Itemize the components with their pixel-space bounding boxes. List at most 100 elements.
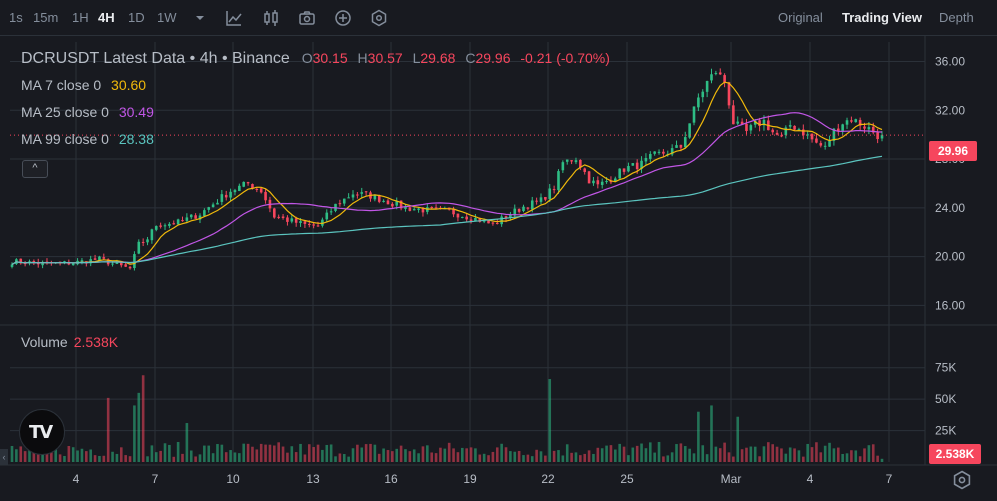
candle-body (303, 221, 307, 224)
candle-body (740, 121, 744, 125)
candle-body (565, 159, 569, 162)
volume-bar (732, 456, 735, 462)
high-label: H (357, 50, 368, 66)
candle-body (679, 144, 683, 148)
candle-body (102, 257, 106, 259)
chevron-down-icon[interactable] (190, 8, 210, 28)
volume-bar (592, 453, 595, 462)
volume-bar (793, 448, 796, 462)
timeframe-1s[interactable]: 1s (9, 10, 23, 25)
settings-hex-icon[interactable] (369, 8, 389, 28)
volume-bar (452, 448, 455, 462)
volume-bar (220, 444, 224, 462)
time-tick-label: 19 (463, 472, 477, 486)
tradingview-logo[interactable]: TV (19, 409, 65, 455)
candle-body (605, 181, 608, 183)
volume-bar (683, 446, 687, 462)
volume-bar (679, 443, 683, 462)
close-label: C (465, 50, 476, 66)
volume-bar (246, 443, 250, 462)
candle-body (635, 162, 639, 170)
candle-body (474, 217, 477, 222)
candle-body (224, 194, 228, 198)
timeframe-1h[interactable]: 1H (72, 10, 89, 25)
timeframe-15m[interactable]: 15m (33, 10, 59, 25)
candle-body (216, 202, 219, 205)
candle-body (412, 209, 416, 211)
legend-collapse-button[interactable]: ^ (22, 160, 48, 178)
volume-bar (264, 444, 267, 462)
indicator-icon[interactable] (224, 8, 244, 28)
timeframe-4h[interactable]: 4H (98, 10, 115, 25)
volume-bar (399, 445, 403, 462)
candle-body (662, 151, 665, 154)
volume-bar (211, 453, 215, 462)
candle-body (841, 124, 844, 132)
volume-bar (740, 449, 744, 462)
ma25-line (11, 112, 883, 266)
candle-body (648, 154, 652, 159)
candle-body (10, 264, 14, 267)
volume-bar (491, 451, 495, 462)
volume-bar (85, 451, 88, 462)
view-original[interactable]: Original (778, 10, 823, 25)
candle-body (469, 219, 473, 222)
candle-body (386, 200, 390, 205)
volume-bar (71, 447, 75, 462)
camera-icon[interactable] (297, 8, 317, 28)
candlestick-chart[interactable]: 36.0032.0028.0024.0020.0016.0075K50K25K4… (0, 36, 997, 501)
candle-body (583, 168, 587, 172)
candle-body (880, 135, 884, 139)
volume-bar (692, 453, 696, 462)
low-label: L (412, 50, 421, 66)
volume-bar (469, 447, 473, 462)
volume-bar (614, 449, 617, 462)
candle-body (500, 216, 503, 225)
volume-bar (675, 444, 678, 462)
volume-bar (828, 442, 831, 462)
candle-body (163, 225, 167, 227)
candle-body (618, 168, 621, 179)
volume-bar (688, 448, 691, 462)
candle-body (189, 214, 193, 218)
view-trading-view[interactable]: Trading View (842, 10, 922, 25)
volume-bar (356, 444, 359, 462)
timeframe-1d[interactable]: 1D (128, 10, 145, 25)
volume-bar (784, 453, 788, 462)
volume-bar (771, 444, 775, 462)
candle-body (465, 216, 468, 220)
candle-body (828, 140, 831, 147)
volume-bar (233, 452, 237, 462)
candle-body (286, 217, 289, 222)
candle-body (627, 166, 630, 172)
chart-settings-icon[interactable] (951, 469, 973, 491)
symbol-title: DCRUSDT Latest Data • 4h • Binance (21, 50, 290, 67)
candle-body (587, 171, 591, 184)
candle-body (780, 135, 783, 137)
candle-body (128, 266, 132, 269)
volume-label: Volume (21, 334, 68, 350)
time-tick-label: 7 (152, 472, 159, 486)
volume-bar (198, 454, 202, 462)
candle-body (168, 223, 171, 226)
volume-tick-label: 50K (935, 392, 956, 406)
candle-body (382, 200, 385, 202)
volume-bar (605, 445, 608, 462)
view-depth[interactable]: Depth (939, 10, 974, 25)
scroll-left-button[interactable]: ‹ (0, 449, 8, 465)
volume-bar (775, 446, 779, 462)
volume-bar (863, 448, 866, 462)
candle-body (548, 188, 552, 199)
candle-body (823, 145, 827, 147)
legend-ma99: MA 99 close 0 28.38 (21, 131, 154, 147)
volume-bar (146, 456, 149, 462)
candle-body (539, 197, 543, 202)
volume-bar (871, 444, 875, 462)
volume-bar (644, 448, 648, 462)
add-indicator-icon[interactable] (333, 8, 353, 28)
candle-body (146, 239, 149, 243)
volume-bar (653, 452, 656, 462)
candle-body (364, 191, 368, 193)
candle-type-icon[interactable] (261, 8, 281, 28)
timeframe-1w[interactable]: 1W (157, 10, 177, 25)
